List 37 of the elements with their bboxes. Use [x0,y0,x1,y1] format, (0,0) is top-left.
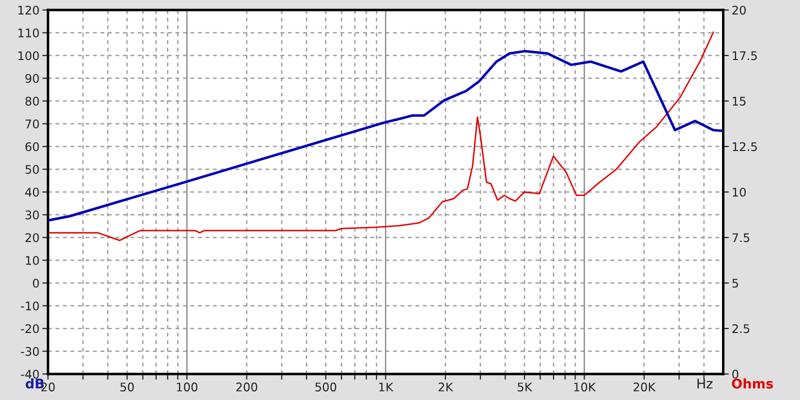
y-tick-label: -20 [20,324,39,334]
x-tick-label: 200 [236,382,258,392]
y2-tick-label: 10 [732,188,746,197]
y-tick-label: 0 [32,278,39,288]
y2-tick-label: 20 [732,6,746,15]
y-tick-label: 60 [25,142,39,152]
y2-tick-label: 0 [732,370,738,379]
y-tick-label: 10 [26,256,39,265]
y-tick-label: 50 [26,164,39,174]
y-tick-label: -10 [20,301,39,310]
y-tick-label: -30 [20,346,39,356]
y-tick-label: 110 [18,28,39,38]
x-tick-label: 5K [518,382,532,392]
x-tick-label: 500 [315,382,336,392]
y-tick-label: 90 [25,74,39,83]
x-axis-title: Hz [698,378,713,388]
x-tick-label: 100 [176,382,198,392]
y2-axis-title: Ohms [732,378,773,389]
y-tick-label: 40 [25,188,39,197]
y2-tick-label: 2.5 [732,324,750,334]
x-tick-label: 10K [574,382,596,392]
y-tick-label: 120 [18,6,39,15]
y2-tick-label: 15 [732,96,746,106]
y2-tick-label: 7.5 [732,233,750,242]
y-tick-label: 80 [25,96,39,106]
x-tick-label: 1K [379,382,394,392]
x-tick-label: 2K [438,382,454,392]
y-tick-label: 70 [26,119,39,128]
x-tick-label: 20K [634,382,656,392]
y-tick-label: 30 [26,210,39,220]
y2-tick-label: 12.5 [732,142,757,152]
y-tick-label: -40 [20,370,39,379]
y-tick-label: 20 [26,233,39,242]
x-tick-label: 50 [120,382,134,392]
y-tick-label: 100 [18,51,39,60]
y2-tick-label: 5 [732,278,738,288]
y2-tick-label: 17.5 [732,51,757,60]
